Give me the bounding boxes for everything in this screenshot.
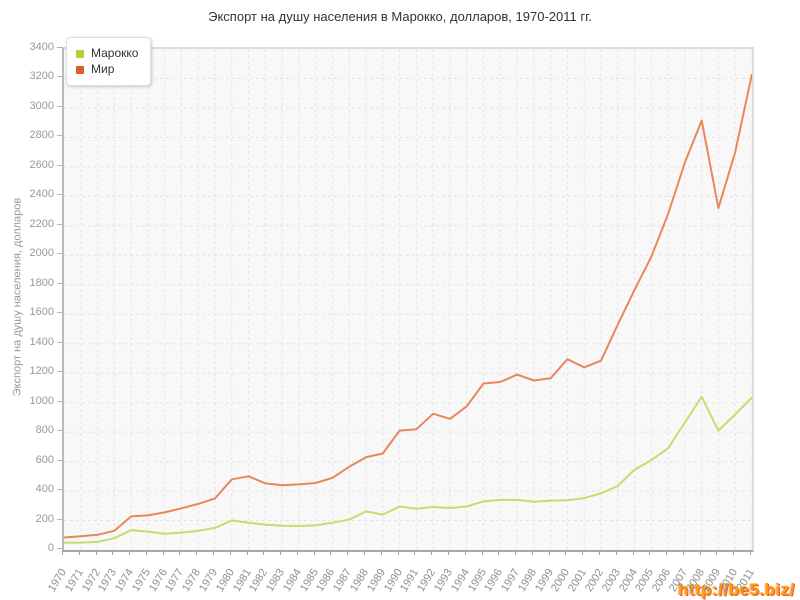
- y-tick-label: 2000: [29, 247, 54, 260]
- x-tick-mark: [179, 550, 181, 555]
- y-tick-label: 2400: [29, 188, 54, 201]
- x-tick-mark: [62, 550, 63, 555]
- y-tick-label: 2800: [29, 129, 54, 142]
- x-tick-mark: [464, 550, 466, 555]
- y-tick-label: 800: [35, 424, 54, 437]
- chart-svg: [64, 49, 752, 550]
- x-tick-mark: [716, 550, 718, 555]
- legend-label-world: Мир: [91, 62, 115, 76]
- y-tick-mark: [57, 341, 63, 343]
- x-tick-mark: [414, 550, 416, 555]
- x-tick-mark: [213, 550, 215, 555]
- plot-area: [62, 47, 754, 552]
- x-tick-mark: [649, 550, 651, 555]
- y-tick-mark: [57, 164, 63, 166]
- y-tick-mark: [57, 430, 63, 432]
- x-tick-mark: [397, 550, 399, 555]
- y-tick-label: 1800: [29, 276, 54, 289]
- y-axis-title: Экспорт на душу населения, долларов: [11, 197, 24, 397]
- y-tick-label: 200: [35, 512, 54, 525]
- y-tick-label: 3400: [29, 41, 54, 53]
- y-tick-label: 1400: [29, 335, 54, 348]
- x-tick-mark: [263, 550, 265, 555]
- x-tick-mark: [515, 550, 517, 555]
- x-tick-mark: [246, 550, 248, 555]
- y-tick-mark: [57, 76, 63, 78]
- chart-title: Экспорт на душу населения в Марокко, дол…: [208, 9, 592, 24]
- y-tick-mark: [57, 282, 63, 284]
- x-tick-mark: [196, 550, 198, 555]
- y-tick-mark: [57, 518, 63, 520]
- x-tick-mark: [112, 550, 114, 555]
- legend: Марокко Мир: [66, 37, 152, 86]
- x-tick-mark: [733, 550, 735, 555]
- x-tick-mark: [296, 550, 298, 555]
- x-tick-mark: [498, 550, 500, 555]
- series-line-world: [64, 73, 752, 539]
- y-tick-mark: [57, 194, 63, 196]
- y-tick-mark: [57, 135, 63, 137]
- y-tick-label: 3000: [29, 99, 54, 112]
- x-tick-mark: [615, 550, 617, 555]
- x-tick-mark: [347, 550, 349, 555]
- y-tick-mark: [57, 400, 63, 402]
- y-tick-mark: [57, 489, 63, 491]
- x-tick-mark: [280, 550, 282, 555]
- x-tick-mark: [431, 550, 433, 555]
- x-tick-mark: [699, 550, 701, 555]
- legend-label-morocco: Марокко: [91, 46, 139, 60]
- y-tick-label: 0: [47, 542, 54, 554]
- y-tick-label: 2200: [29, 217, 54, 230]
- x-tick-mark: [380, 550, 382, 555]
- x-tick-mark: [330, 550, 332, 555]
- y-tick-label: 3200: [29, 70, 54, 83]
- x-tick-mark: [531, 550, 533, 555]
- x-tick-mark: [162, 550, 164, 555]
- x-tick-mark: [750, 550, 751, 555]
- y-tick-label: 2600: [29, 158, 54, 171]
- x-tick-mark: [447, 550, 449, 555]
- x-tick-mark: [229, 550, 231, 555]
- y-tick-mark: [57, 253, 63, 255]
- x-tick-mark: [598, 550, 600, 555]
- legend-item-world: Мир: [76, 63, 138, 76]
- y-tick-label: 600: [35, 453, 54, 466]
- y-tick-mark: [57, 223, 63, 225]
- x-tick-mark: [481, 550, 483, 555]
- y-tick-label: 1600: [29, 306, 54, 319]
- x-tick-mark: [632, 550, 634, 555]
- watermark-link[interactable]: http://be5.biz/: [677, 580, 795, 599]
- x-tick-mark: [666, 550, 668, 555]
- x-tick-mark: [78, 550, 80, 555]
- y-tick-mark: [57, 371, 63, 373]
- y-tick-mark: [57, 47, 63, 48]
- x-tick-mark: [582, 550, 584, 555]
- y-tick-label: 1000: [29, 394, 54, 407]
- y-tick-mark: [57, 105, 63, 107]
- legend-item-morocco: Марокко: [76, 47, 138, 60]
- legend-swatch-morocco: [76, 49, 84, 58]
- x-tick-mark: [548, 550, 550, 555]
- y-tick-mark: [57, 459, 63, 461]
- y-tick-label: 1200: [29, 365, 54, 378]
- legend-swatch-world: [76, 65, 84, 74]
- x-tick-mark: [95, 550, 97, 555]
- x-tick-mark: [313, 550, 315, 555]
- x-tick-mark: [565, 550, 567, 555]
- y-tick-label: 400: [35, 483, 54, 496]
- x-tick-mark: [129, 550, 131, 555]
- y-tick-mark: [57, 312, 63, 314]
- x-tick-mark: [145, 550, 147, 555]
- series-line-morocco: [64, 395, 752, 544]
- x-tick-mark: [364, 550, 366, 555]
- y-tick-mark: [57, 548, 63, 549]
- x-tick-mark: [682, 550, 684, 555]
